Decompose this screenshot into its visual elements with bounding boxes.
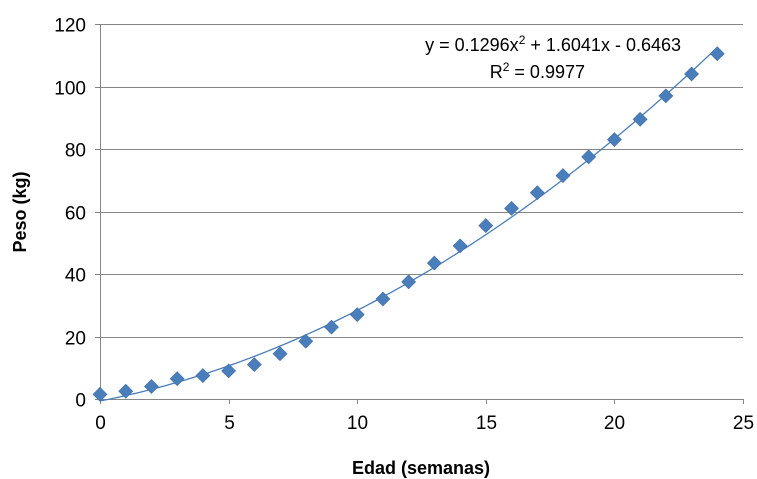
data-points — [92, 46, 725, 402]
y-tick-label-4: 80 — [65, 141, 86, 162]
r-squared-label: R — [490, 62, 503, 82]
data-point-23 — [684, 66, 699, 82]
data-point-9 — [324, 319, 339, 335]
data-point-20 — [606, 132, 622, 148]
axes — [100, 24, 743, 400]
data-point-16 — [504, 200, 519, 216]
data-point-18 — [555, 168, 571, 183]
data-point-3 — [169, 371, 185, 387]
r-squared-superscript: 2 — [503, 60, 510, 74]
trendline-equation: y = 0.1296x2 + 1.6041x - 0.6463 — [425, 33, 681, 55]
data-point-13 — [426, 255, 442, 271]
y-tick-label-3: 60 — [65, 204, 86, 225]
data-point-19 — [581, 149, 597, 165]
x-tick-label-2: 10 — [347, 413, 368, 434]
trendline-equation-superscript: 2 — [519, 33, 526, 47]
x-tick-label-5: 25 — [733, 413, 754, 434]
x-tick-label-4: 20 — [604, 413, 625, 434]
data-point-0 — [92, 386, 108, 402]
data-point-12 — [401, 274, 417, 290]
data-point-17 — [529, 185, 545, 201]
data-point-10 — [349, 307, 365, 323]
gridlines — [100, 24, 743, 338]
x-tick-label-0: 0 — [95, 413, 106, 434]
data-point-8 — [298, 333, 314, 349]
y-axis-title: Peso (kg) — [10, 171, 30, 252]
data-point-6 — [246, 357, 262, 373]
data-point-7 — [272, 346, 288, 362]
r-squared-value: = 0.9977 — [509, 62, 585, 82]
y-tick-label-2: 40 — [65, 266, 86, 287]
trendline-equation-main: y = 0.1296x — [425, 35, 519, 55]
y-tick-label-1: 20 — [65, 329, 86, 350]
data-point-5 — [221, 363, 237, 379]
data-point-14 — [452, 238, 468, 254]
x-tick-label-1: 5 — [224, 413, 235, 434]
data-point-15 — [478, 218, 494, 233]
y-tick-label-0: 0 — [75, 391, 86, 412]
y-tick-label-5: 100 — [54, 79, 86, 100]
data-point-22 — [658, 88, 674, 104]
data-point-4 — [195, 368, 211, 383]
data-point-2 — [144, 379, 159, 394]
data-point-11 — [375, 291, 391, 307]
trendline-r-squared: R2 = 0.9977 — [490, 60, 585, 82]
trendline-equation-rest: + 1.6041x - 0.6463 — [525, 35, 681, 55]
data-point-24 — [709, 46, 725, 62]
data-point-21 — [632, 111, 648, 127]
tick-labels: 0 20 40 60 80 100 120 0 5 10 15 20 25 — [54, 16, 754, 435]
y-tick-label-6: 120 — [54, 16, 86, 37]
x-tick-label-3: 15 — [476, 413, 497, 434]
data-point-1 — [118, 383, 134, 399]
x-axis-title: Edad (semanas) — [352, 458, 490, 478]
